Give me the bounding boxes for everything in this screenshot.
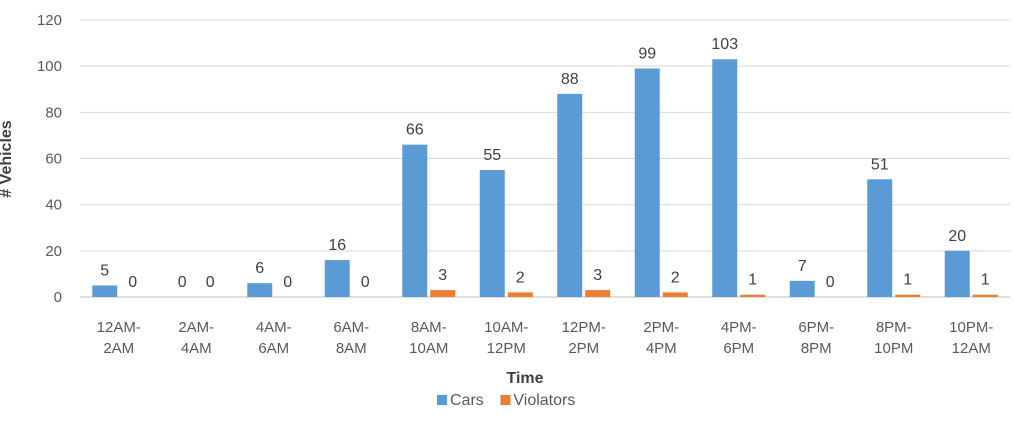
data-label: 51 (871, 156, 889, 173)
y-tick-label: 0 (54, 289, 62, 306)
data-label: 2 (516, 269, 525, 286)
bar-violators (430, 290, 456, 297)
data-label: 0 (826, 274, 835, 291)
bar-cars (634, 68, 660, 297)
bar-cars (789, 280, 815, 297)
data-label: 16 (328, 237, 346, 254)
bar-cars (479, 170, 505, 297)
data-label: 66 (406, 122, 424, 139)
data-label: 1 (981, 272, 990, 289)
x-tick-label: 2PM-4PM (643, 319, 679, 357)
legend: Cars Violators (437, 392, 575, 409)
data-label: 1 (903, 272, 912, 289)
y-axis: 0 20 40 60 80 100 120 (37, 12, 62, 306)
data-label: 6 (255, 260, 264, 277)
bar-cars (557, 93, 583, 297)
x-tick-label: 8PM-10PM (874, 319, 913, 357)
x-tick-label: 8AM-10AM (409, 319, 448, 357)
y-axis-title: # Vehicles (0, 120, 15, 197)
legend-label: Violators (513, 392, 575, 409)
bar-violators (740, 294, 766, 297)
bar-cars (402, 144, 428, 297)
bar-cars (867, 179, 893, 297)
bar-violators (662, 292, 688, 297)
x-tick-label: 2AM-4AM (178, 319, 214, 357)
data-label: 0 (128, 274, 137, 291)
bar-cars (247, 283, 273, 297)
data-label: 0 (178, 274, 187, 291)
bar-violators (507, 292, 533, 297)
x-tick-label: 4PM-6PM (721, 319, 757, 357)
bar-cars (92, 285, 118, 297)
y-tick-label: 40 (45, 197, 62, 214)
y-tick-label: 100 (37, 58, 62, 75)
data-label: 3 (438, 267, 447, 284)
data-label: 103 (711, 36, 738, 53)
x-tick-label: 4AM-6AM (256, 319, 292, 357)
data-label: 3 (593, 267, 602, 284)
data-label: 20 (948, 228, 966, 245)
bars (92, 59, 998, 297)
legend-label: Cars (450, 392, 484, 409)
legend-swatch (500, 395, 511, 405)
data-label: 1 (748, 272, 757, 289)
bar-cars (944, 250, 970, 297)
bar-violators (895, 294, 921, 297)
data-label: 0 (206, 274, 215, 291)
bar-violators (972, 294, 998, 297)
x-tick-label: 12PM-2PM (562, 319, 606, 357)
data-label: 0 (361, 274, 370, 291)
data-label: 88 (561, 71, 579, 88)
bar-cars (712, 59, 738, 297)
x-axis-title: Time (506, 370, 543, 387)
y-tick-label: 80 (45, 104, 62, 121)
y-tick-label: 120 (37, 12, 62, 29)
bar-cars (324, 260, 350, 297)
data-labels: 5 0 0 0 6 0 16 0 66 3 55 2 88 3 99 2 103 1 7 0 51 1 20 1 (100, 36, 990, 291)
x-tick-label: 6AM-8AM (333, 319, 369, 357)
x-tick-label: 6PM-8PM (798, 319, 834, 357)
data-label: 99 (638, 45, 656, 62)
y-tick-label: 60 (45, 151, 62, 168)
bar-violators (585, 290, 611, 297)
x-tick-label: 10AM-12PM (484, 319, 528, 357)
legend-swatch (437, 395, 447, 405)
x-axis: 12AM-2AM 2AM-4AM 4AM-6AM 6AM-8AM 8AM-10AM 10A… (97, 319, 994, 357)
data-label: 7 (798, 258, 807, 275)
y-tick-label: 20 (45, 243, 62, 260)
x-tick-label: 12AM-2AM (97, 319, 141, 357)
x-tick-label: 10PM-12AM (949, 319, 993, 357)
data-label: 55 (483, 147, 501, 164)
data-label: 5 (100, 262, 109, 279)
gridlines (80, 19, 1010, 298)
data-label: 0 (283, 274, 292, 291)
data-label: 2 (671, 269, 680, 286)
